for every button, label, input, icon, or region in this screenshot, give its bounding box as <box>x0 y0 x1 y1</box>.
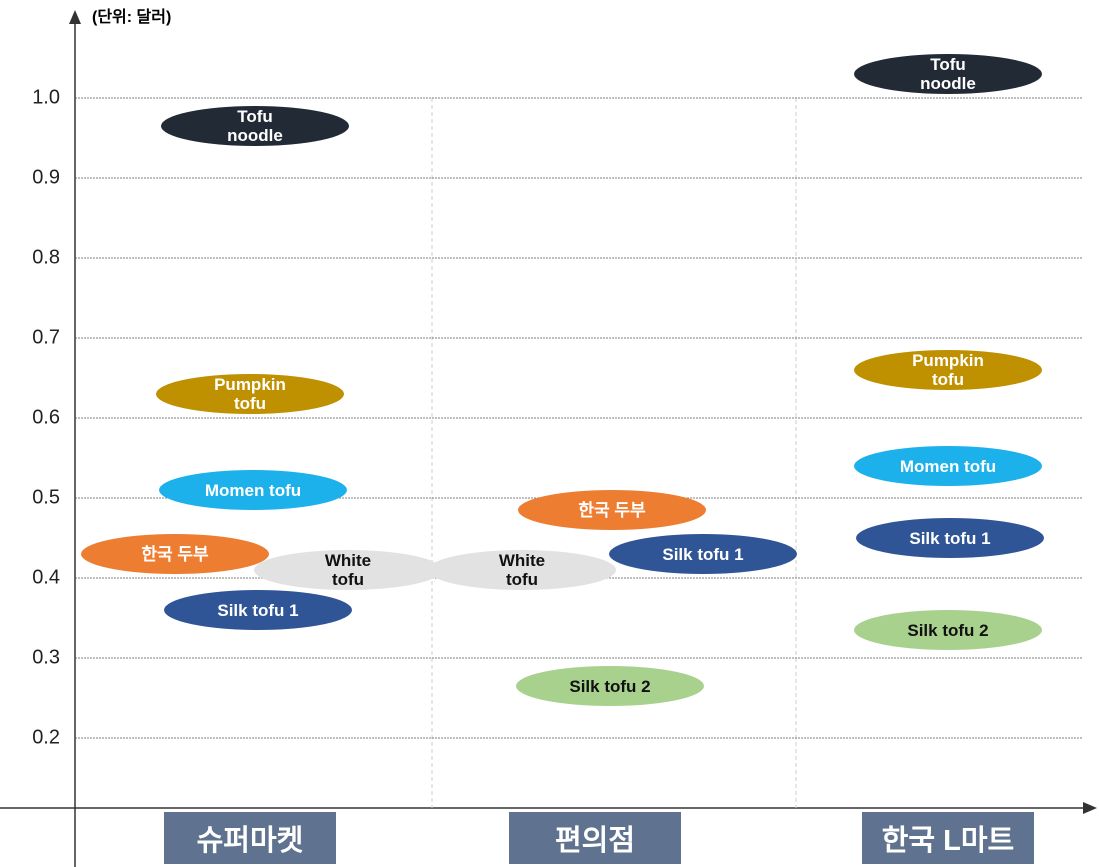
y-tick-label: 0.8 <box>32 246 60 268</box>
product-label: Silk tofu 1 <box>909 528 991 548</box>
product-ellipse: White tofu <box>254 550 442 590</box>
product-ellipse: Pumpkin tofu <box>156 374 344 414</box>
product-label: 한국 두부 <box>578 500 646 520</box>
y-tick-label: 0.2 <box>32 726 60 748</box>
y-tick-label: 0.9 <box>32 166 60 188</box>
product-ellipse: White tofu <box>428 550 616 590</box>
product-ellipse: Silk tofu 1 <box>164 590 352 630</box>
product-label: Pumpkin tofu <box>912 351 984 389</box>
product-ellipse: Silk tofu 2 <box>854 610 1042 650</box>
product-label: Tofu noodle <box>920 55 976 93</box>
y-tick-label: 0.3 <box>32 646 60 668</box>
product-label: Momen tofu <box>899 456 997 476</box>
product-label: Silk tofu 1 <box>217 600 299 620</box>
unit-label: (단위: 달러) <box>92 7 171 26</box>
product-label: Silk tofu 1 <box>662 544 744 564</box>
product-ellipse: Momen tofu <box>854 446 1042 486</box>
product-label: Pumpkin tofu <box>214 375 286 413</box>
product-ellipse: Momen tofu <box>159 470 347 510</box>
product-ellipse: Tofu noodle <box>161 106 349 146</box>
product-ellipse: Tofu noodle <box>854 54 1042 94</box>
x-axis-arrow <box>1083 802 1097 814</box>
y-axis-arrow <box>69 10 81 24</box>
y-tick-label: 0.6 <box>32 406 60 428</box>
y-tick-label: 0.7 <box>32 326 60 348</box>
product-label: Tofu noodle <box>227 107 283 145</box>
product-ellipse: Silk tofu 1 <box>609 534 797 574</box>
category-label: 한국 L마트 <box>862 812 1034 864</box>
product-label: 한국 두부 <box>141 544 209 564</box>
y-tick-label: 0.4 <box>32 566 60 588</box>
product-ellipse: Pumpkin tofu <box>854 350 1042 390</box>
product-label: Momen tofu <box>204 480 302 500</box>
product-ellipse: 한국 두부 <box>81 534 269 574</box>
product-label: Silk tofu 2 <box>569 676 651 696</box>
product-label: Silk tofu 2 <box>907 620 989 640</box>
category-label: 편의점 <box>509 812 681 864</box>
y-tick-label: 1.0 <box>32 86 60 108</box>
product-label: White tofu <box>324 551 372 589</box>
product-ellipse: 한국 두부 <box>518 490 706 530</box>
category-label: 슈퍼마켓 <box>164 812 336 864</box>
y-tick-label: 0.5 <box>32 486 60 508</box>
product-ellipse: Silk tofu 2 <box>516 666 704 706</box>
product-label: White tofu <box>498 551 546 589</box>
product-ellipse: Silk tofu 1 <box>856 518 1044 558</box>
